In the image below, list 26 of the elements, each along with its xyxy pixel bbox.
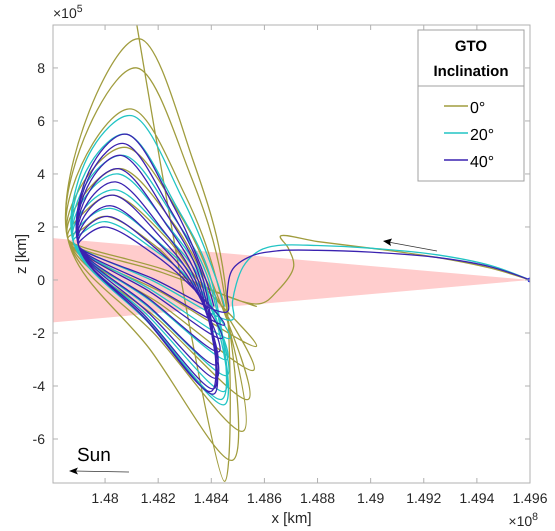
legend-label: 40°: [470, 154, 494, 171]
text: ×10$^{8}$: [508, 511, 538, 529]
y-tick-label: -2: [32, 324, 46, 341]
x-tick-label: 1.488: [300, 490, 336, 506]
x-tick-label: 1.496: [512, 490, 548, 506]
legend-title: GTO Inclination: [434, 38, 508, 80]
y-tick-label: -6: [32, 431, 46, 447]
y-tick-label: -4: [32, 378, 46, 394]
y-tick-label: 8: [37, 60, 46, 76]
y-axis-title: z [km]: [13, 234, 30, 274]
text: ×10$^{5}$: [53, 3, 83, 21]
x-tick-label: 1.48: [91, 490, 119, 506]
annotation: Sun: [77, 445, 111, 466]
x-tick-label: 1.482: [140, 490, 176, 506]
x-tick-label: 1.486: [246, 490, 282, 506]
y-tick-label: 4: [37, 166, 46, 182]
x-tick-label: 1.492: [406, 490, 442, 506]
legend-label: 20°: [470, 127, 494, 144]
y-tick-label: 0: [37, 272, 46, 288]
x-tick-label: 1.494: [459, 490, 495, 506]
y-tick-label: 2: [37, 218, 46, 235]
x-axis-title: x [km]: [272, 510, 312, 527]
y-tick-label: 6: [37, 112, 46, 129]
legend-label: 0°: [470, 100, 486, 117]
x-tick-label: 1.484: [194, 490, 230, 506]
x-tick-label: 1.49: [357, 490, 384, 506]
